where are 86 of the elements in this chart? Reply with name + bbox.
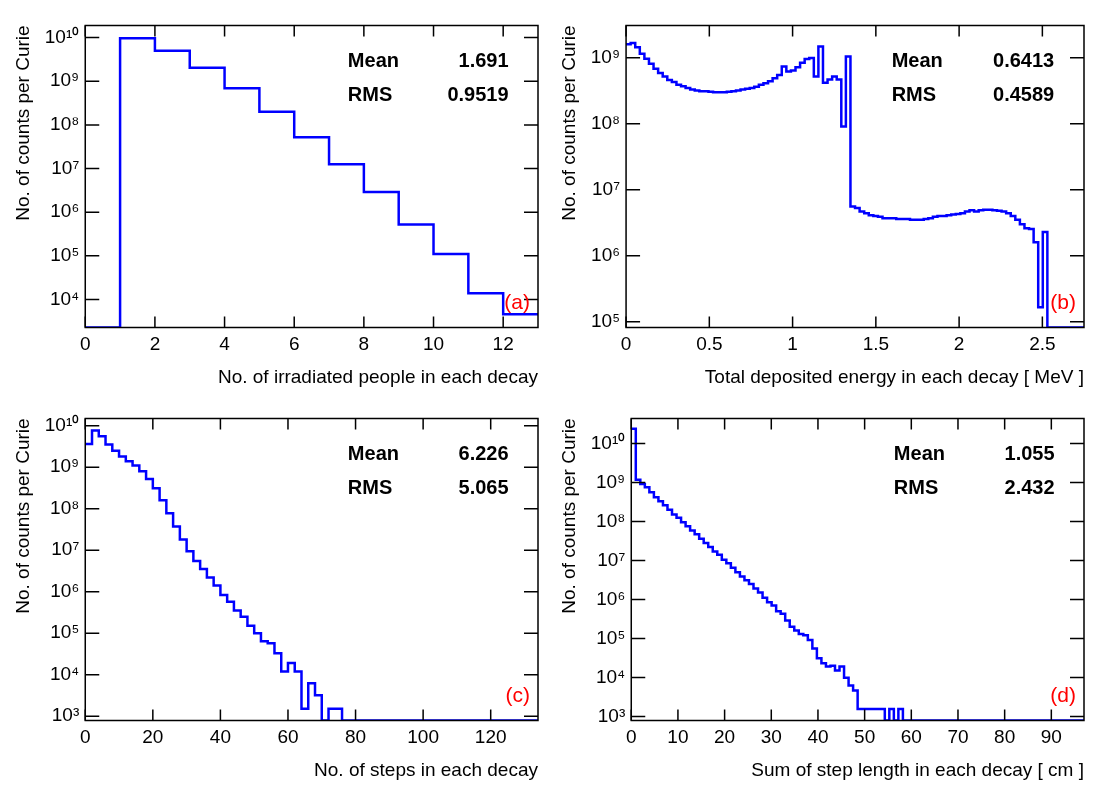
annotation: RMS [347,475,393,498]
y-tick-label: 10⁸ [590,112,621,134]
annotation: RMS [891,82,937,105]
x-axis-title: No. of steps in each decay [314,758,539,780]
x-axis-title: No. of irradiated people in each decay [217,365,539,387]
annotation: 0.6413 [993,48,1055,71]
y-tick-label: 10³ [51,704,80,726]
x-tick-label: 90 [1040,726,1062,748]
y-axis-title: No. of counts per Curie [11,418,33,614]
annotation: 6.226 [458,441,509,464]
y-tick-label: 10⁶ [50,200,80,222]
y-tick-label: 10⁵ [50,621,80,643]
x-tick-label: 2.5 [1029,333,1056,355]
y-tick-label: 10¹⁰ [44,25,80,47]
y-tick-label: 10¹⁰ [44,413,80,435]
y-tick-label: 10⁶ [50,579,80,601]
x-tick-label: 20 [714,726,736,748]
x-tick-label: 40 [807,726,829,748]
y-tick-label: 10⁸ [596,509,626,531]
y-tick-label: 10³ [597,704,626,726]
y-tick-label: 10⁷ [597,548,626,570]
annotation: 5.065 [458,475,509,498]
x-tick-label: 60 [277,726,299,748]
x-tick-label: 80 [344,726,367,748]
x-tick-label: 0 [620,333,632,355]
y-tick-label: 10¹⁰ [590,431,626,453]
y-tick-label: 10⁸ [50,496,80,518]
y-axis-title: No. of counts per Curie [557,418,579,614]
x-tick-label: 40 [209,726,231,748]
x-tick-label: 2 [149,333,161,355]
annotation: (d) [1050,683,1076,707]
annotation: Mean [891,48,943,71]
x-tick-label: 1 [787,333,798,355]
x-tick-label: 1.5 [862,333,890,355]
x-axis-title: Total deposited energy in each decay [ MeV ] [704,365,1084,387]
annotation: (a) [504,290,530,314]
y-tick-label: 10⁴ [595,665,626,687]
x-tick-label: 60 [900,726,922,748]
x-tick-label: 12 [492,333,514,355]
annotation: 1.055 [1004,441,1055,464]
x-tick-label: 70 [947,726,969,748]
x-tick-label: 80 [994,726,1016,748]
annotation: Mean [347,441,399,464]
y-tick-label: 10⁷ [592,178,621,199]
y-axis-title: No. of counts per Curie [11,25,33,221]
x-tick-label: 6 [288,333,300,355]
x-tick-label: 2 [953,333,965,355]
annotation: 1.691 [458,48,509,71]
y-tick-label: 10⁶ [596,587,626,609]
annotation: (b) [1050,290,1076,314]
y-tick-label: 10⁹ [49,455,80,477]
x-tick-label: 50 [854,726,876,748]
x-tick-label: 10 [667,726,689,748]
x-tick-label: 10 [422,333,445,355]
y-tick-label: 10⁹ [49,69,80,91]
annotation: 0.9519 [447,82,509,105]
annotation: Mean [893,441,945,464]
y-tick-label: 10⁷ [51,538,80,560]
x-tick-label: 20 [142,726,164,748]
y-tick-label: 10⁹ [595,470,626,492]
y-tick-label: 10⁵ [50,244,80,266]
x-tick-label: 0 [625,726,637,748]
y-tick-label: 10⁸ [50,113,80,135]
x-axis-title: Sum of step length in each decay [ cm ] [751,758,1084,780]
y-tick-label: 10⁵ [596,626,626,648]
annotation: 0.4589 [993,82,1055,105]
y-tick-label: 10⁶ [591,243,621,265]
annotation: (c) [505,683,530,707]
y-tick-label: 10⁷ [51,156,80,178]
y-tick-label: 10⁵ [591,309,621,331]
x-tick-label: 100 [407,726,439,748]
x-tick-label: 4 [219,333,231,355]
y-tick-label: 10⁴ [49,287,80,309]
annotation: RMS [347,82,393,105]
annotation: Mean [347,48,399,71]
annotation: RMS [893,475,939,498]
x-tick-label: 0 [79,726,91,748]
x-tick-label: 0 [79,333,91,355]
y-axis-title: No. of counts per Curie [557,25,579,221]
x-tick-label: 8 [358,333,370,355]
y-tick-label: 10⁹ [590,46,621,68]
x-tick-label: 0.5 [696,333,723,355]
x-tick-label: 30 [760,726,782,748]
annotation: 2.432 [1004,475,1055,498]
x-tick-label: 120 [474,726,507,748]
y-tick-label: 10⁴ [49,662,80,684]
